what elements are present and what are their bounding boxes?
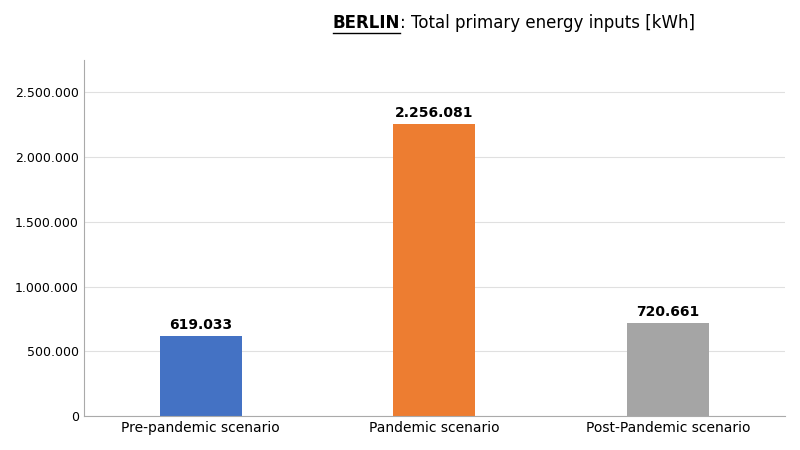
Text: 720.661: 720.661 xyxy=(637,305,700,319)
Bar xyxy=(627,323,709,416)
Text: 2.256.081: 2.256.081 xyxy=(395,106,474,120)
Text: 619.033: 619.033 xyxy=(169,318,232,332)
Bar xyxy=(160,336,242,416)
Bar xyxy=(394,124,475,416)
Text: : Total primary energy inputs [kWh]: : Total primary energy inputs [kWh] xyxy=(400,14,695,32)
Text: BERLIN: BERLIN xyxy=(333,14,400,32)
